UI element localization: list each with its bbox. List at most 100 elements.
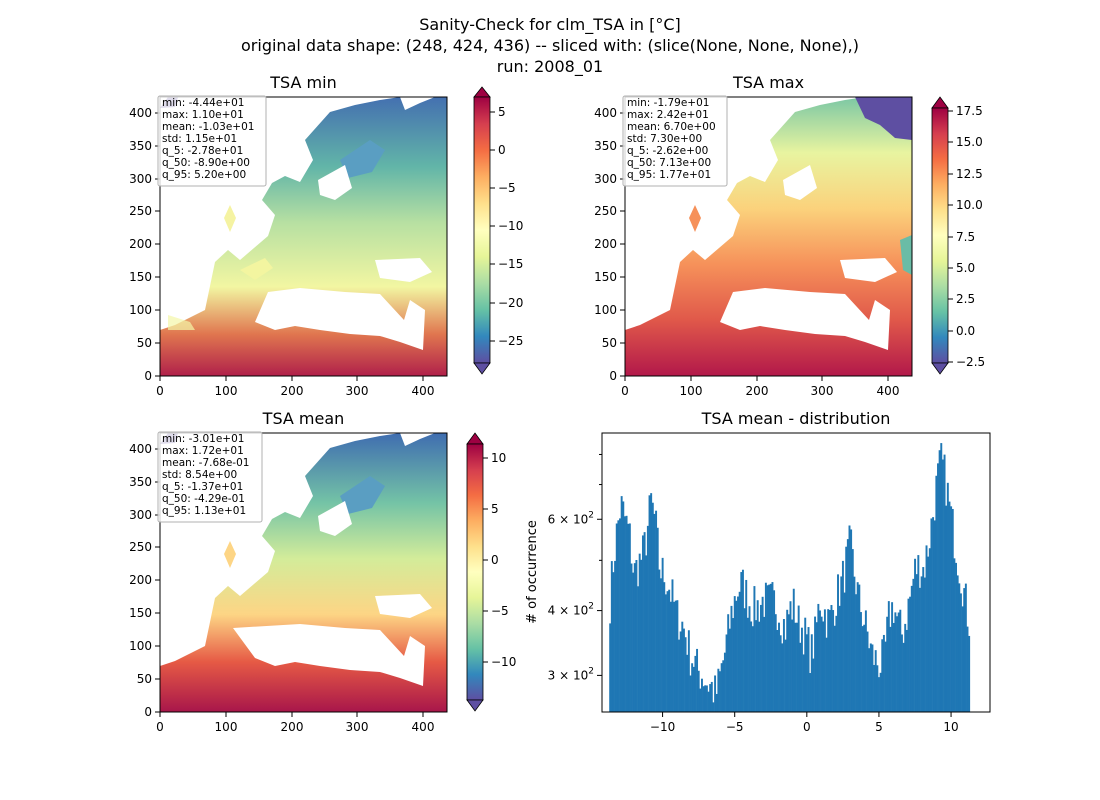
stat-line: max: 1.72e+01 <box>162 445 244 457</box>
histogram-bar <box>794 622 797 712</box>
histogram-bar <box>669 601 672 712</box>
histogram-bar <box>648 495 651 712</box>
histogram-bar <box>819 610 821 712</box>
histogram-bar <box>915 574 918 712</box>
histogram-bar <box>781 643 784 712</box>
histogram-bar <box>879 672 882 712</box>
histogram-bar <box>723 652 726 712</box>
colorbar-tick-label: −15 <box>498 257 523 271</box>
histogram-bar <box>802 654 805 712</box>
histogram-bar <box>886 616 889 712</box>
panel-tsa-max: TSA max 0 50 100 150 200 250 300 350 400… <box>594 73 985 398</box>
histogram-bar <box>686 654 689 712</box>
y-tick-label: 0 <box>609 369 617 383</box>
x-tick-label: 300 <box>346 384 369 398</box>
axes-frame-tsa-max <box>624 96 913 377</box>
histogram-bar <box>799 642 802 712</box>
histogram-bar <box>661 557 664 712</box>
histogram-bar <box>637 586 640 712</box>
stat-line: min: -3.01e+01 <box>162 433 244 445</box>
y-tick-label: 250 <box>129 540 152 554</box>
histogram-bar <box>917 555 920 712</box>
histogram-bar <box>728 628 731 712</box>
histogram-bars <box>609 443 971 712</box>
histogram-bar <box>684 637 687 712</box>
x-axis-tsa-mean: 0 100 200 300 400 <box>156 712 434 734</box>
histogram-bar <box>761 596 764 712</box>
x-tick-label: 100 <box>215 384 238 398</box>
histogram-bar <box>663 582 666 712</box>
histogram-bar <box>900 634 903 712</box>
histogram-bar <box>743 608 746 712</box>
colorbar-tick-label: −10 <box>498 219 523 233</box>
x-tick-label: 200 <box>281 384 304 398</box>
histogram-bar <box>945 505 948 712</box>
colorbar-tick-label: 5 <box>491 502 499 516</box>
histogram-bar <box>853 576 856 712</box>
colorbar-tick-label: 17.5 <box>956 104 983 118</box>
stat-line: mean: 6.70e+00 <box>627 121 716 133</box>
colorbar-tick-label: 12.5 <box>956 167 983 181</box>
x-tick-label: 0 <box>156 720 164 734</box>
histogram-bar <box>620 496 623 712</box>
y-tick-label: 300 <box>594 172 617 186</box>
x-tick-label: 0 <box>621 384 629 398</box>
heatmap-image-tsa-min <box>160 97 447 376</box>
histogram-bar <box>727 614 730 712</box>
histogram-bar <box>776 630 779 712</box>
y-tick-label: 6 × 102 <box>548 510 594 526</box>
stat-line: max: 1.10e+01 <box>162 109 244 121</box>
stats-box-tsa-min: min: -4.44e+01 max: 1.10e+01 mean: -1.03… <box>157 95 267 187</box>
x-axis-tsa-min: 0 100 200 300 400 <box>156 376 434 398</box>
histogram-bar <box>704 685 707 712</box>
colorbar-tsa-min: 5 0 −5 −10 −15 −20 −25 <box>473 86 523 375</box>
histogram-bar <box>941 459 944 712</box>
histogram-bar <box>873 664 876 712</box>
histogram-bar <box>760 604 762 712</box>
heatmap-image-tsa-mean <box>160 433 447 712</box>
histogram-bar <box>817 603 820 712</box>
histogram-bar <box>856 582 859 712</box>
histogram-bar <box>730 605 733 712</box>
panel-title-tsa-max: TSA max <box>732 73 804 92</box>
histogram-bar <box>797 605 800 712</box>
stat-line: q_5: -2.62e+00 <box>627 145 708 157</box>
histogram-bar <box>897 612 900 712</box>
histogram-bar <box>676 600 679 712</box>
y-tick-label: 250 <box>129 204 152 218</box>
histogram-bar <box>827 609 830 712</box>
histogram-bar <box>651 502 654 712</box>
histogram-bar <box>904 623 907 712</box>
histogram-bar <box>633 563 636 712</box>
histogram-bar <box>800 627 803 712</box>
histogram-bar <box>825 637 828 712</box>
colorbar-tick-label: −20 <box>498 296 523 310</box>
stat-line: std: 7.30e+00 <box>627 133 702 145</box>
y-axis-label-distribution: # of occurrence <box>525 520 540 624</box>
x-tick-label: −10 <box>650 720 675 734</box>
histogram-bar <box>938 450 941 712</box>
histogram-bar <box>763 616 766 712</box>
histogram-bar <box>738 591 741 712</box>
histogram-bar <box>805 634 808 712</box>
histogram-bar <box>638 553 641 712</box>
histogram-bar <box>935 475 938 712</box>
figure-title-line-3: run: 2008_01 <box>497 57 603 77</box>
histogram-bar <box>668 589 671 712</box>
x-tick-label: 400 <box>412 384 435 398</box>
histogram-bar <box>840 576 843 712</box>
histogram-bar <box>968 635 971 712</box>
histogram-bar <box>833 625 836 712</box>
panel-title-distribution: TSA mean - distribution <box>701 409 891 428</box>
histogram-bar <box>681 621 684 712</box>
histogram-bar <box>748 606 751 712</box>
histogram-bar <box>796 622 799 712</box>
histogram-bar <box>791 619 794 712</box>
histogram-bar <box>778 622 780 712</box>
x-tick-label: 400 <box>877 384 900 398</box>
histogram-bar <box>841 560 844 712</box>
histogram-bar <box>922 567 925 712</box>
histogram-bar <box>809 673 812 712</box>
histogram-bar <box>709 684 712 712</box>
histogram-bar <box>671 579 674 712</box>
